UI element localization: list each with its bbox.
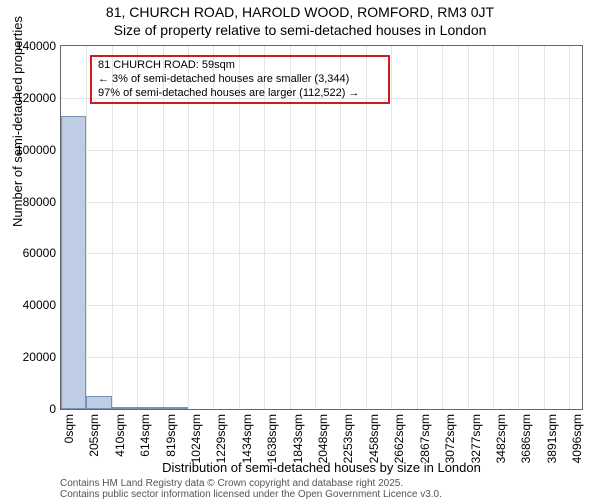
- x-tick-label: 2662sqm: [392, 414, 406, 464]
- y-tick-label: 40000: [6, 298, 56, 312]
- x-tick-label: 3482sqm: [494, 414, 508, 464]
- gridline-vertical: [468, 46, 469, 409]
- y-tick-label: 0: [6, 402, 56, 416]
- gridline-vertical: [442, 46, 443, 409]
- footer-text: Contains HM Land Registry data © Crown c…: [60, 478, 583, 500]
- histogram-bar: [61, 116, 86, 409]
- footer-line-1: Contains HM Land Registry data © Crown c…: [60, 478, 583, 489]
- y-tick-label: 60000: [6, 246, 56, 260]
- chart-title-line2: Size of property relative to semi-detach…: [0, 22, 600, 38]
- annotation-box: 81 CHURCH ROAD: 59sqm ← 3% of semi-detac…: [90, 55, 390, 104]
- x-tick-label: 205sqm: [87, 414, 101, 464]
- gridline-vertical: [493, 46, 494, 409]
- x-tick-label: 2048sqm: [316, 414, 330, 464]
- y-tick-label: 140000: [6, 39, 56, 53]
- x-tick-label: 819sqm: [164, 414, 178, 464]
- annotation-line-3: 97% of semi-detached houses are larger (…: [98, 87, 382, 101]
- x-tick-label: 4096sqm: [570, 414, 584, 464]
- gridline-vertical: [569, 46, 570, 409]
- x-tick-label: 410sqm: [113, 414, 127, 464]
- histogram-bar: [163, 407, 188, 409]
- histogram-bar: [86, 396, 111, 409]
- x-tick-label: 1434sqm: [240, 414, 254, 464]
- x-tick-label: 3891sqm: [545, 414, 559, 464]
- gridline-horizontal: [61, 357, 582, 358]
- histogram-bar: [137, 407, 162, 409]
- x-tick-label: 2458sqm: [367, 414, 381, 464]
- y-tick-label: 20000: [6, 350, 56, 364]
- x-tick-label: 2253sqm: [341, 414, 355, 464]
- gridline-horizontal: [61, 150, 582, 151]
- chart-title-line1: 81, CHURCH ROAD, HAROLD WOOD, ROMFORD, R…: [0, 4, 600, 20]
- gridline-horizontal: [61, 253, 582, 254]
- x-tick-label: 614sqm: [138, 414, 152, 464]
- x-tick-label: 1229sqm: [214, 414, 228, 464]
- histogram-bar: [112, 407, 137, 409]
- gridline-vertical: [518, 46, 519, 409]
- chart-container: 81, CHURCH ROAD, HAROLD WOOD, ROMFORD, R…: [0, 0, 600, 500]
- x-tick-label: 2867sqm: [418, 414, 432, 464]
- gridline-horizontal: [61, 202, 582, 203]
- x-tick-label: 3686sqm: [519, 414, 533, 464]
- annotation-line-2: ← 3% of semi-detached houses are smaller…: [98, 73, 382, 87]
- x-tick-label: 1638sqm: [265, 414, 279, 464]
- x-tick-label: 3072sqm: [443, 414, 457, 464]
- annotation-line-1: 81 CHURCH ROAD: 59sqm: [98, 59, 382, 73]
- gridline-vertical: [391, 46, 392, 409]
- y-tick-label: 120000: [6, 91, 56, 105]
- gridline-vertical: [417, 46, 418, 409]
- x-tick-label: 0sqm: [62, 414, 76, 464]
- x-tick-label: 3277sqm: [469, 414, 483, 464]
- x-tick-label: 1024sqm: [189, 414, 203, 464]
- gridline-vertical: [86, 46, 87, 409]
- y-tick-label: 100000: [6, 143, 56, 157]
- x-tick-label: 1843sqm: [291, 414, 305, 464]
- gridline-vertical: [544, 46, 545, 409]
- y-tick-label: 80000: [6, 195, 56, 209]
- footer-line-2: Contains public sector information licen…: [60, 489, 583, 500]
- gridline-horizontal: [61, 305, 582, 306]
